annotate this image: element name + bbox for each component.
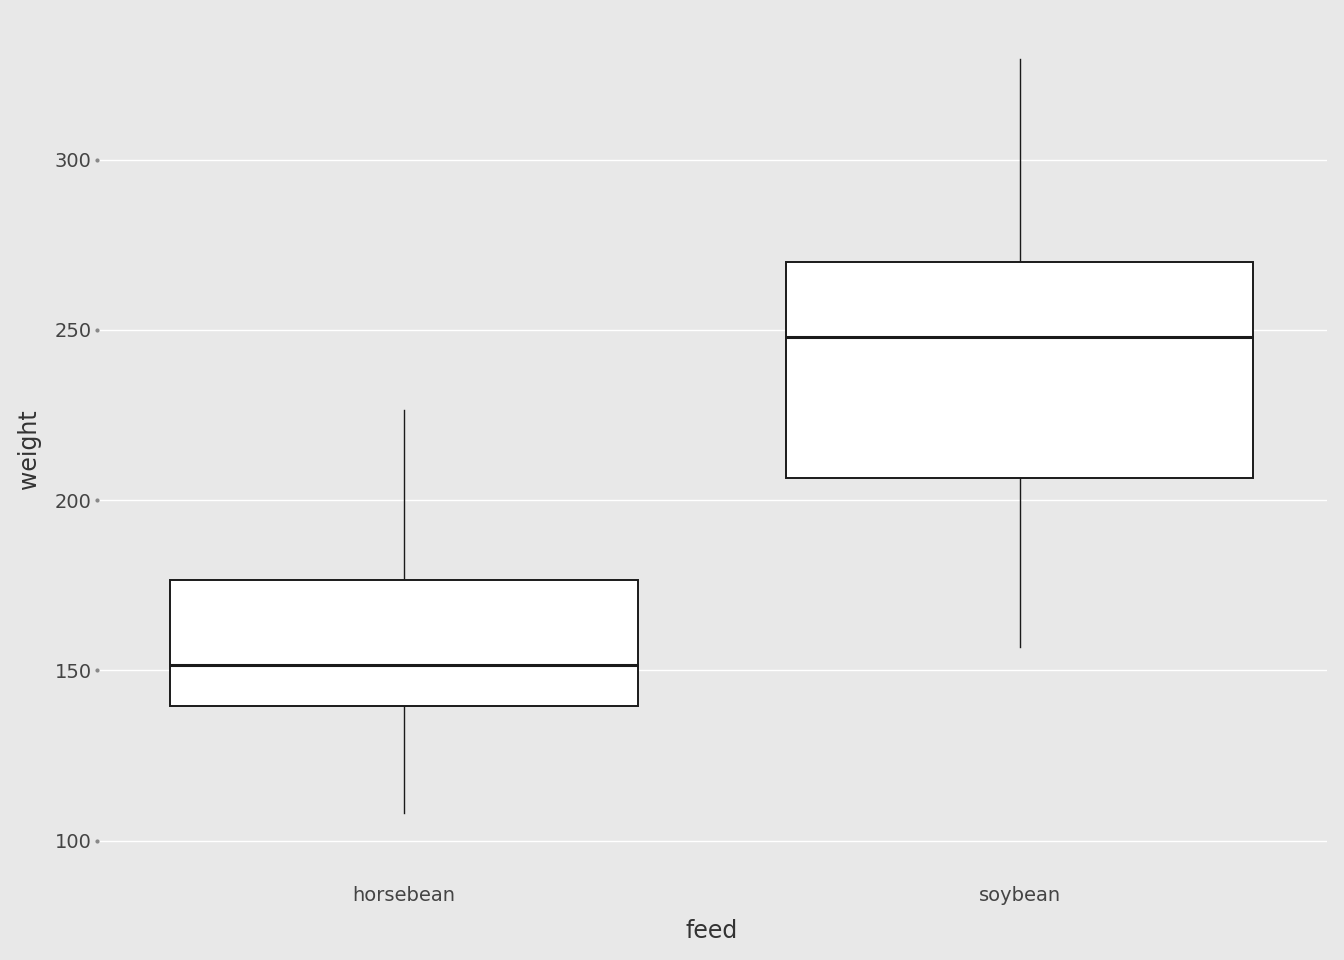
- X-axis label: feed: feed: [685, 920, 738, 944]
- Y-axis label: weight: weight: [16, 409, 40, 489]
- Bar: [786, 262, 1254, 478]
- Bar: [171, 580, 638, 707]
